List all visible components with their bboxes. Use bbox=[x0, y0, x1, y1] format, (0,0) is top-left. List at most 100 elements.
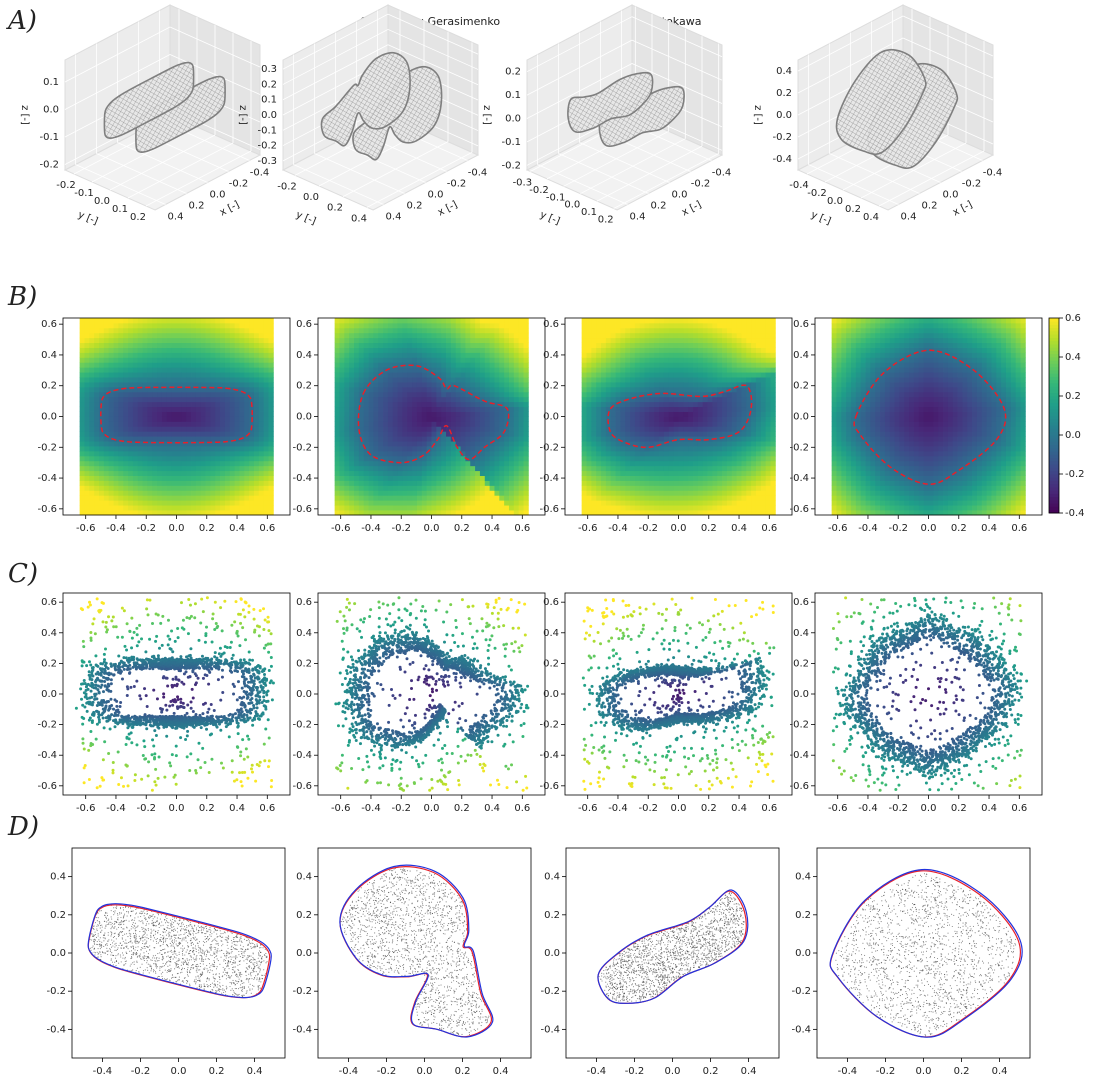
field-cell bbox=[143, 382, 148, 387]
field-cell bbox=[99, 328, 104, 333]
field-cell bbox=[727, 333, 732, 338]
field-cell bbox=[722, 352, 727, 357]
field-cell bbox=[712, 318, 717, 323]
field-cell bbox=[756, 328, 761, 333]
field-cell bbox=[737, 495, 742, 500]
field-cell bbox=[133, 421, 138, 426]
field-cell bbox=[239, 357, 244, 362]
field-cell bbox=[480, 505, 485, 510]
field-cell bbox=[215, 402, 220, 407]
field-cell bbox=[659, 466, 664, 471]
field-cell bbox=[441, 461, 446, 466]
field-cell bbox=[441, 417, 446, 422]
field-cell bbox=[683, 333, 688, 338]
field-cell bbox=[475, 338, 480, 343]
field-cell bbox=[645, 333, 650, 338]
field-cell bbox=[138, 382, 143, 387]
field-cell bbox=[717, 377, 722, 382]
field-cell bbox=[611, 417, 616, 422]
field-cell bbox=[504, 451, 509, 456]
field-cell bbox=[693, 323, 698, 328]
field-cell bbox=[138, 500, 143, 505]
field-cell bbox=[104, 352, 109, 357]
field-cell bbox=[215, 500, 220, 505]
field-cell bbox=[138, 343, 143, 348]
field-cell bbox=[215, 461, 220, 466]
field-cell bbox=[84, 338, 89, 343]
field-cell bbox=[157, 382, 162, 387]
field-cell bbox=[499, 318, 504, 323]
field-cell bbox=[269, 421, 274, 426]
field-cell bbox=[220, 481, 225, 486]
field-cell bbox=[369, 485, 374, 490]
field-cell bbox=[640, 323, 645, 328]
field-cell bbox=[181, 348, 186, 353]
field-cell bbox=[756, 338, 761, 343]
field-cell bbox=[417, 436, 422, 441]
field-cell bbox=[432, 421, 437, 426]
field-cell bbox=[465, 367, 470, 372]
field-cell bbox=[94, 377, 99, 382]
field-cell bbox=[264, 466, 269, 471]
field-cell bbox=[441, 397, 446, 402]
z-tick-label: 0.0 bbox=[776, 110, 792, 121]
field-cell bbox=[659, 318, 664, 323]
field-cell bbox=[162, 485, 167, 490]
field-cell bbox=[446, 412, 451, 417]
field-cell bbox=[157, 412, 162, 417]
field-cell bbox=[109, 451, 114, 456]
field-cell bbox=[99, 382, 104, 387]
field-cell bbox=[354, 481, 359, 486]
field-cell bbox=[712, 451, 717, 456]
field-cell bbox=[514, 362, 519, 367]
field-cell bbox=[480, 357, 485, 362]
field-cell bbox=[683, 318, 688, 323]
field-cell bbox=[191, 485, 196, 490]
field-cell bbox=[519, 490, 524, 495]
field-cell bbox=[596, 407, 601, 412]
field-cell bbox=[611, 397, 616, 402]
field-cell bbox=[722, 402, 727, 407]
field-cell bbox=[133, 392, 138, 397]
field-cell bbox=[259, 441, 264, 446]
field-cell bbox=[114, 412, 119, 417]
field-cell bbox=[524, 436, 529, 441]
field-cell bbox=[152, 318, 157, 323]
field-cell bbox=[620, 431, 625, 436]
field-cell bbox=[737, 436, 742, 441]
field-cell bbox=[339, 392, 344, 397]
field-cell bbox=[586, 367, 591, 372]
field-cell bbox=[162, 505, 167, 510]
field-cell bbox=[640, 451, 645, 456]
field-cell bbox=[80, 500, 85, 505]
field-cell bbox=[235, 495, 240, 500]
field-cell bbox=[703, 456, 708, 461]
field-cell bbox=[269, 338, 274, 343]
field-cell bbox=[239, 441, 244, 446]
field-cell bbox=[354, 485, 359, 490]
field-cell bbox=[349, 333, 354, 338]
field-cell bbox=[708, 318, 713, 323]
y-tick-label: 0.2 bbox=[327, 203, 343, 214]
field-cell bbox=[582, 476, 587, 481]
field-cell bbox=[80, 348, 85, 353]
field-cell bbox=[393, 387, 398, 392]
field-cell bbox=[94, 343, 99, 348]
field-cell bbox=[162, 362, 167, 367]
field-cell bbox=[339, 348, 344, 353]
field-cell bbox=[230, 426, 235, 431]
field-cell bbox=[114, 343, 119, 348]
field-cell bbox=[601, 387, 606, 392]
field-cell bbox=[80, 417, 85, 422]
field-cell bbox=[398, 451, 403, 456]
field-cell bbox=[109, 412, 114, 417]
field-cell bbox=[373, 397, 378, 402]
field-cell bbox=[674, 461, 679, 466]
field-cell bbox=[436, 362, 441, 367]
field-cell bbox=[669, 485, 674, 490]
field-cell bbox=[606, 495, 611, 500]
field-cell bbox=[693, 451, 698, 456]
field-cell bbox=[446, 505, 451, 510]
field-cell bbox=[519, 318, 524, 323]
field-cell bbox=[693, 357, 698, 362]
